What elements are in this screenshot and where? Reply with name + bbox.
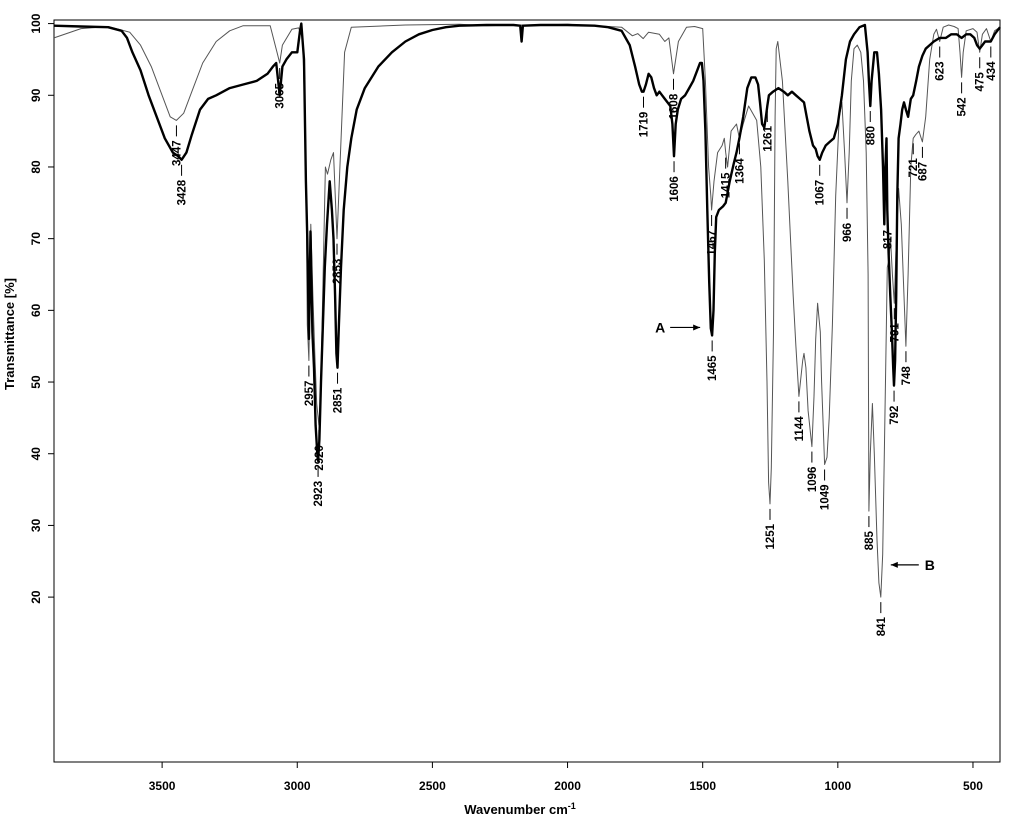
plot-frame [53, 19, 1001, 763]
y-tick-label: 50 [29, 375, 43, 389]
peak-label-748: 748 [901, 366, 913, 386]
series-thin-line [53, 23, 1001, 598]
y-axis: 20 30 40 50 60 70 80 90 100 [29, 13, 54, 604]
peak-label-2920: 2920 [314, 445, 326, 471]
peak-label-1606: 1606 [669, 176, 681, 202]
y-tick-label: 30 [29, 518, 43, 532]
peak-label-1465: 1465 [707, 355, 719, 381]
peak-label-3428: 3428 [177, 179, 189, 205]
peak-label-1467: 1467 [707, 230, 719, 256]
x-axis: 3500 3000 2500 2000 1500 1000 500 [149, 762, 983, 793]
peak-label-1261: 1261 [762, 125, 774, 151]
peak-label-817: 817 [882, 230, 894, 249]
marker-arrowhead-b [890, 561, 898, 568]
peak-label-1415: 1415 [721, 172, 733, 198]
peak-label-475: 475 [975, 72, 987, 92]
x-tick-label: 500 [963, 779, 983, 793]
y-tick-label: 90 [29, 88, 43, 102]
peak-label-880: 880 [865, 126, 877, 145]
peak-label-542: 542 [957, 97, 969, 116]
peak-label-2923: 2923 [313, 481, 325, 507]
peak-label-1049: 1049 [820, 484, 832, 510]
peak-label-2853: 2853 [332, 259, 344, 285]
peak-label-885: 885 [864, 530, 876, 550]
x-tick-label: 2000 [554, 779, 581, 793]
x-tick-label: 1500 [689, 779, 716, 793]
markers-layer: AB [655, 319, 935, 572]
y-tick-label: 40 [29, 447, 43, 461]
peak-label-721: 721 [908, 158, 920, 178]
peak-label-434: 434 [986, 61, 998, 81]
marker-label-a: A [655, 319, 665, 335]
marker-arrowhead-a [693, 324, 701, 331]
peak-label-623: 623 [935, 62, 947, 81]
peak-label-1096: 1096 [807, 467, 819, 493]
y-tick-label: 60 [29, 303, 43, 317]
peak-label-841: 841 [876, 617, 888, 637]
x-tick-label: 1000 [824, 779, 851, 793]
series-thick-line [53, 22, 1001, 463]
peak-label-791: 791 [889, 323, 901, 343]
series-layer [53, 22, 1001, 598]
peak-label-1364: 1364 [734, 158, 746, 184]
y-tick-label: 100 [29, 13, 43, 33]
y-axis-title: Transmittance [%] [2, 278, 17, 390]
peak-labels-layer: 3447 3428 3065 2957 2920 2923 2853 2851 1719 1608… [171, 46, 998, 637]
x-tick-label: 3000 [284, 779, 311, 793]
marker-label-b: B [925, 557, 935, 573]
y-tick-label: 70 [29, 232, 43, 246]
peak-label-687: 687 [917, 162, 929, 181]
peak-label-1251: 1251 [765, 523, 777, 549]
peak-label-2957: 2957 [304, 381, 316, 407]
peak-label-792: 792 [889, 406, 901, 425]
x-axis-title: Wavenumber cm-1 [464, 801, 576, 817]
x-tick-label: 2500 [419, 779, 446, 793]
peak-label-1144: 1144 [794, 416, 806, 442]
y-tick-label: 80 [29, 160, 43, 174]
peak-label-2851: 2851 [333, 387, 345, 413]
peak-label-1067: 1067 [815, 180, 827, 206]
x-tick-label: 3500 [149, 779, 176, 793]
peak-label-1719: 1719 [638, 112, 650, 138]
peak-label-1608: 1608 [668, 93, 680, 119]
peak-label-3447: 3447 [171, 140, 183, 166]
peak-label-3065: 3065 [275, 82, 287, 108]
peak-label-966: 966 [842, 223, 854, 242]
y-tick-label: 20 [29, 590, 43, 604]
